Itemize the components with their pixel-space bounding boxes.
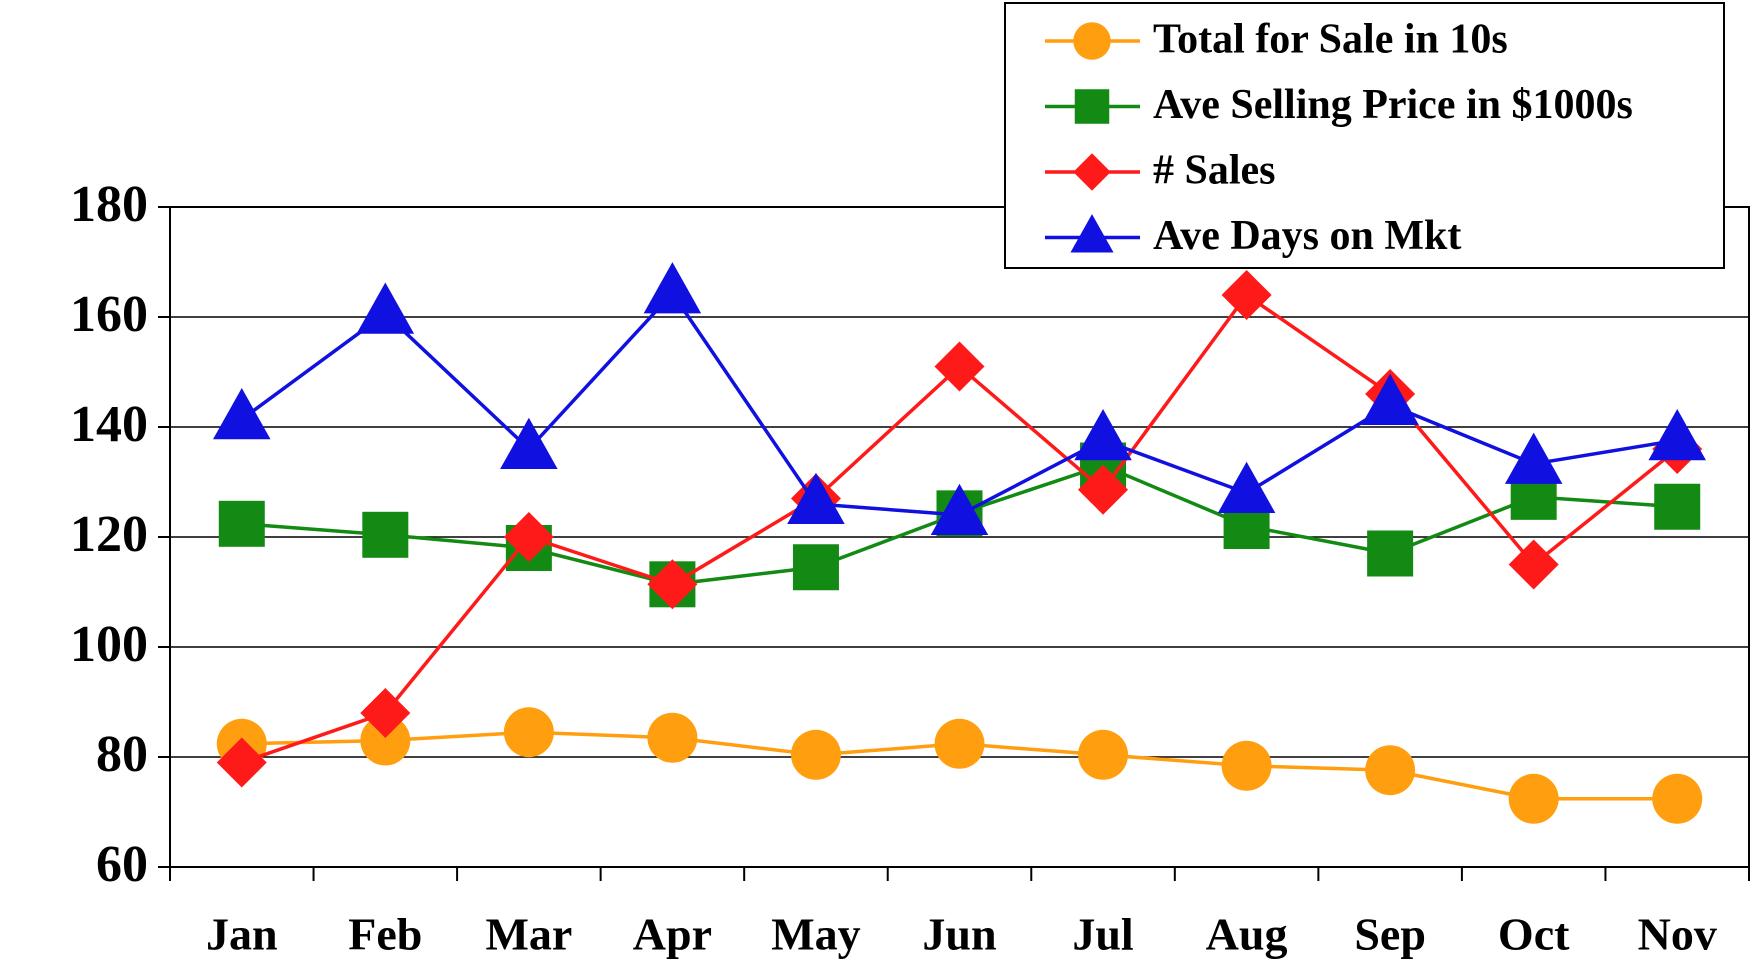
x-tick-label: Jul <box>1072 909 1133 960</box>
data-point <box>647 559 698 610</box>
legend-marker <box>1073 153 1111 191</box>
legend-label: # Sales <box>1153 148 1276 194</box>
y-tick-label: 100 <box>70 616 148 673</box>
data-point <box>1654 483 1701 530</box>
data-point <box>360 688 411 738</box>
data-point <box>213 388 271 440</box>
data-point <box>362 511 409 558</box>
x-tick-label: Oct <box>1498 909 1570 960</box>
data-point <box>360 715 411 766</box>
data-point <box>930 483 989 535</box>
y-tick-label: 160 <box>70 286 148 343</box>
data-point <box>1078 464 1129 515</box>
legend-marker <box>1070 214 1114 253</box>
legend-marker <box>1074 89 1110 124</box>
data-point <box>1217 461 1276 513</box>
data-point <box>1074 408 1132 461</box>
data-point <box>1648 408 1706 461</box>
data-point <box>216 737 267 788</box>
data-point <box>218 500 265 547</box>
legend-label: Total for Sale in 10s <box>1153 17 1508 63</box>
x-tick-label: Mar <box>485 909 572 960</box>
y-tick-label: 60 <box>96 836 148 893</box>
x-tick-label: Aug <box>1206 909 1288 960</box>
y-tick-label: 120 <box>70 506 148 563</box>
x-tick-label: Feb <box>348 909 422 960</box>
plot-frame <box>169 206 1750 868</box>
data-point <box>1504 432 1563 484</box>
legend-label: Ave Selling Price in $1000s <box>1153 82 1633 128</box>
x-tick-label: Apr <box>633 909 712 960</box>
data-point <box>643 262 702 314</box>
data-point <box>1652 773 1703 824</box>
legend-box <box>1004 2 1725 269</box>
data-point <box>500 417 558 469</box>
data-point <box>934 718 985 769</box>
legend-label: Ave Days on Mkt <box>1153 213 1461 259</box>
data-point <box>647 712 698 763</box>
data-point <box>787 472 845 524</box>
data-point <box>792 544 839 591</box>
x-tick-label: May <box>771 909 860 960</box>
data-point <box>1361 373 1419 425</box>
y-tick-label: 180 <box>70 176 148 233</box>
x-tick-label: Sep <box>1354 909 1426 960</box>
x-tick-label: Jun <box>922 909 996 960</box>
data-point <box>356 282 415 334</box>
data-point <box>790 729 841 780</box>
x-tick-label: Nov <box>1638 909 1717 960</box>
data-point <box>1367 530 1414 577</box>
data-point <box>1221 270 1272 320</box>
data-point <box>1365 745 1416 796</box>
y-tick-label: 80 <box>96 726 148 783</box>
x-tick-label: Jan <box>206 909 278 960</box>
data-point <box>934 341 985 392</box>
data-point <box>1508 773 1559 824</box>
legend-marker <box>1073 22 1111 60</box>
y-tick-label: 140 <box>70 396 148 453</box>
data-point <box>1078 729 1129 780</box>
data-point <box>1221 740 1272 791</box>
data-point <box>1508 539 1559 590</box>
data-point <box>503 707 554 758</box>
data-point <box>503 512 554 562</box>
